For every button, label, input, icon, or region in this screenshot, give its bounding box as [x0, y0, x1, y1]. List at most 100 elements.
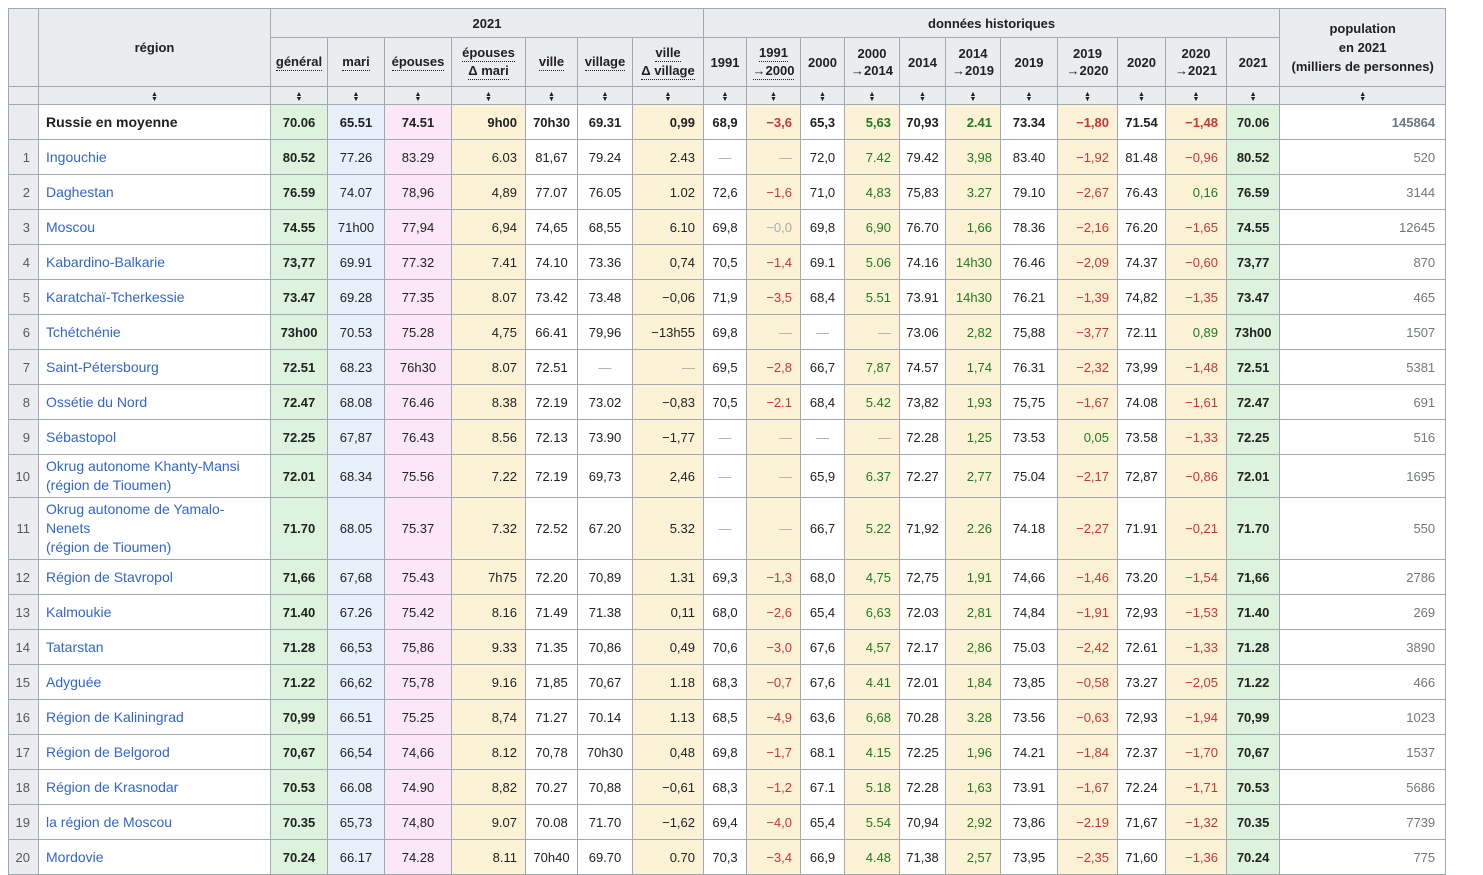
sort-button-2000[interactable]: ▲ ▼	[800, 86, 846, 105]
cell-epouses: 77.32	[384, 244, 452, 280]
cell-2020-2021: −2,05	[1165, 664, 1228, 700]
cell-ville-delta-village: 0,48	[631, 734, 705, 770]
cell-2020-2021: −0,86	[1165, 454, 1228, 498]
region-link[interactable]: Kalmoukie	[46, 603, 112, 620]
region-link[interactable]: Région de Belgorod	[46, 743, 170, 760]
sort-button-mari[interactable]: ▲ ▼	[327, 86, 385, 105]
region-link[interactable]: Mordovie	[46, 848, 104, 865]
sort-button-2019-2020[interactable]: ▲ ▼	[1057, 86, 1119, 105]
region-link[interactable]: Adyguée	[46, 673, 102, 690]
sort-button-2014[interactable]: ▲ ▼	[899, 86, 947, 105]
cell-2019: 79.10	[1000, 174, 1059, 210]
cell-general: 71,66	[270, 559, 328, 595]
region-link[interactable]: Région de Kaliningrad	[46, 708, 184, 725]
sort-button-region[interactable]: ▲ ▼	[38, 86, 271, 105]
cell-2000-2014: 7.42	[844, 139, 901, 175]
cell-1991: 70,3	[703, 839, 748, 875]
sort-button-2019[interactable]: ▲ ▼	[1000, 86, 1059, 105]
cell-ville: 72.13	[525, 419, 578, 455]
region-link[interactable]: Karatchaï-Tcherkessie	[46, 288, 185, 305]
cell-2000-2014: 4.41	[844, 664, 901, 700]
cell-2014-2019: 1,84	[945, 664, 1002, 700]
sort-button-2020-2021[interactable]: ▲ ▼	[1165, 86, 1228, 105]
region-link[interactable]: Sébastopol	[46, 428, 117, 445]
column-header-mari: mari	[327, 37, 385, 87]
cell-2020-2021: −1,36	[1165, 839, 1228, 875]
cell-2014-2019: 2,86	[945, 629, 1002, 665]
cell-mari: 68.05	[327, 497, 385, 560]
region-cell: Okrug autonome de Yamalo-Nenets (région …	[38, 497, 271, 560]
region-link[interactable]: Kabardino-Balkarie	[46, 253, 166, 270]
sort-button-1991[interactable]: ▲ ▼	[703, 86, 748, 105]
region-link[interactable]: la région de Moscou	[46, 813, 173, 830]
cell-2000: —	[800, 419, 846, 455]
cell-2014-2019: 2.41	[945, 104, 1002, 140]
group-header-row: région 2021 données historiques populati…	[8, 8, 1447, 87]
sort-button-epouses-delta-mari[interactable]: ▲ ▼	[451, 86, 526, 105]
cell-2020: 72.24	[1117, 769, 1167, 805]
cell-2020-2021: −1,53	[1165, 594, 1228, 630]
cell-2000-2014: 5.06	[844, 244, 901, 280]
sort-button-population[interactable]: ▲ ▼	[1279, 86, 1447, 105]
region-link[interactable]: Okrug autonome Khanty-Mansi (région de T…	[46, 458, 240, 493]
cell-2020: 71.91	[1117, 497, 1167, 560]
sort-icon: ▲ ▼	[1025, 90, 1033, 103]
cell-village: 73.90	[577, 419, 633, 455]
cell-2014-2019: 2,77	[945, 454, 1002, 498]
column-header-label: 1991	[759, 45, 788, 62]
region-link[interactable]: Okrug autonome de Yamalo-Nenets (région …	[46, 501, 225, 555]
sort-icon: ▲ ▼	[295, 90, 303, 103]
cell-ville: 70h40	[525, 839, 578, 875]
sort-button-ville-delta-village[interactable]: ▲ ▼	[631, 86, 705, 105]
region-link[interactable]: Daghestan	[46, 183, 114, 200]
region-link[interactable]: Tatarstan	[46, 638, 104, 655]
region-cell: Kabardino-Balkarie	[38, 244, 271, 280]
cell-1991: 68,5	[703, 699, 748, 735]
sort-icon: ▲ ▼	[721, 90, 729, 103]
region-link[interactable]: Saint-Pétersbourg	[46, 358, 159, 375]
cell-2014-2019: 1,74	[945, 349, 1002, 385]
region-cell: Tatarstan	[38, 629, 271, 665]
cell-ville-delta-village: −0,83	[631, 384, 705, 420]
region-link[interactable]: Ossétie du Nord	[46, 393, 148, 410]
sort-button-2020[interactable]: ▲ ▼	[1117, 86, 1167, 105]
cell-1991: 70,5	[703, 384, 748, 420]
cell-2019-2020: −1,80	[1057, 104, 1119, 140]
cell-epouses-delta-mari: 8,74	[451, 699, 526, 735]
sort-button-general[interactable]: ▲ ▼	[270, 86, 328, 105]
cell-2020: 73.20	[1117, 559, 1167, 595]
region-link[interactable]: Région de Stavropol	[46, 568, 173, 585]
cell-2019-2020: −1,67	[1057, 384, 1119, 420]
population-cell: 775	[1279, 839, 1447, 875]
region-link[interactable]: Moscou	[46, 218, 96, 235]
population-cell: 466	[1279, 664, 1447, 700]
cell-2021: 80.52	[1226, 139, 1281, 175]
cell-epouses: 77.35	[384, 279, 452, 315]
cell-1991-2000: −1,2	[746, 769, 802, 805]
population-cell: 3144	[1279, 174, 1447, 210]
cell-village: 70h30	[577, 734, 633, 770]
cell-2019: 83.40	[1000, 139, 1059, 175]
cell-2014: 73,82	[899, 384, 947, 420]
cell-2019: 73.56	[1000, 699, 1059, 735]
row-number: 9	[8, 419, 39, 455]
sort-button-2021[interactable]: ▲ ▼	[1226, 86, 1281, 105]
cell-general: 72.25	[270, 419, 328, 455]
region-cell: Moscou	[38, 209, 271, 245]
cell-epouses: 78,96	[384, 174, 452, 210]
sort-button-epouses[interactable]: ▲ ▼	[384, 86, 452, 105]
region-link[interactable]: Tchétchénie	[46, 323, 121, 340]
sort-button-2014-2019[interactable]: ▲ ▼	[945, 86, 1002, 105]
cell-mari: 77.26	[327, 139, 385, 175]
cell-ville-delta-village: 1.31	[631, 559, 705, 595]
cell-general: 71.40	[270, 594, 328, 630]
cell-village: 69,73	[577, 454, 633, 498]
sort-button-1991-2000[interactable]: ▲ ▼	[746, 86, 802, 105]
population-cell: 1023	[1279, 699, 1447, 735]
sort-button-village[interactable]: ▲ ▼	[577, 86, 633, 105]
sort-button-2000-2014[interactable]: ▲ ▼	[844, 86, 901, 105]
table-row: 8 Ossétie du Nord 72.47 68.08 76.46 8.38 72.19…	[8, 384, 1447, 420]
sort-button-ville[interactable]: ▲ ▼	[525, 86, 578, 105]
region-link[interactable]: Ingouchie	[46, 148, 107, 165]
cell-village: —	[577, 349, 633, 385]
